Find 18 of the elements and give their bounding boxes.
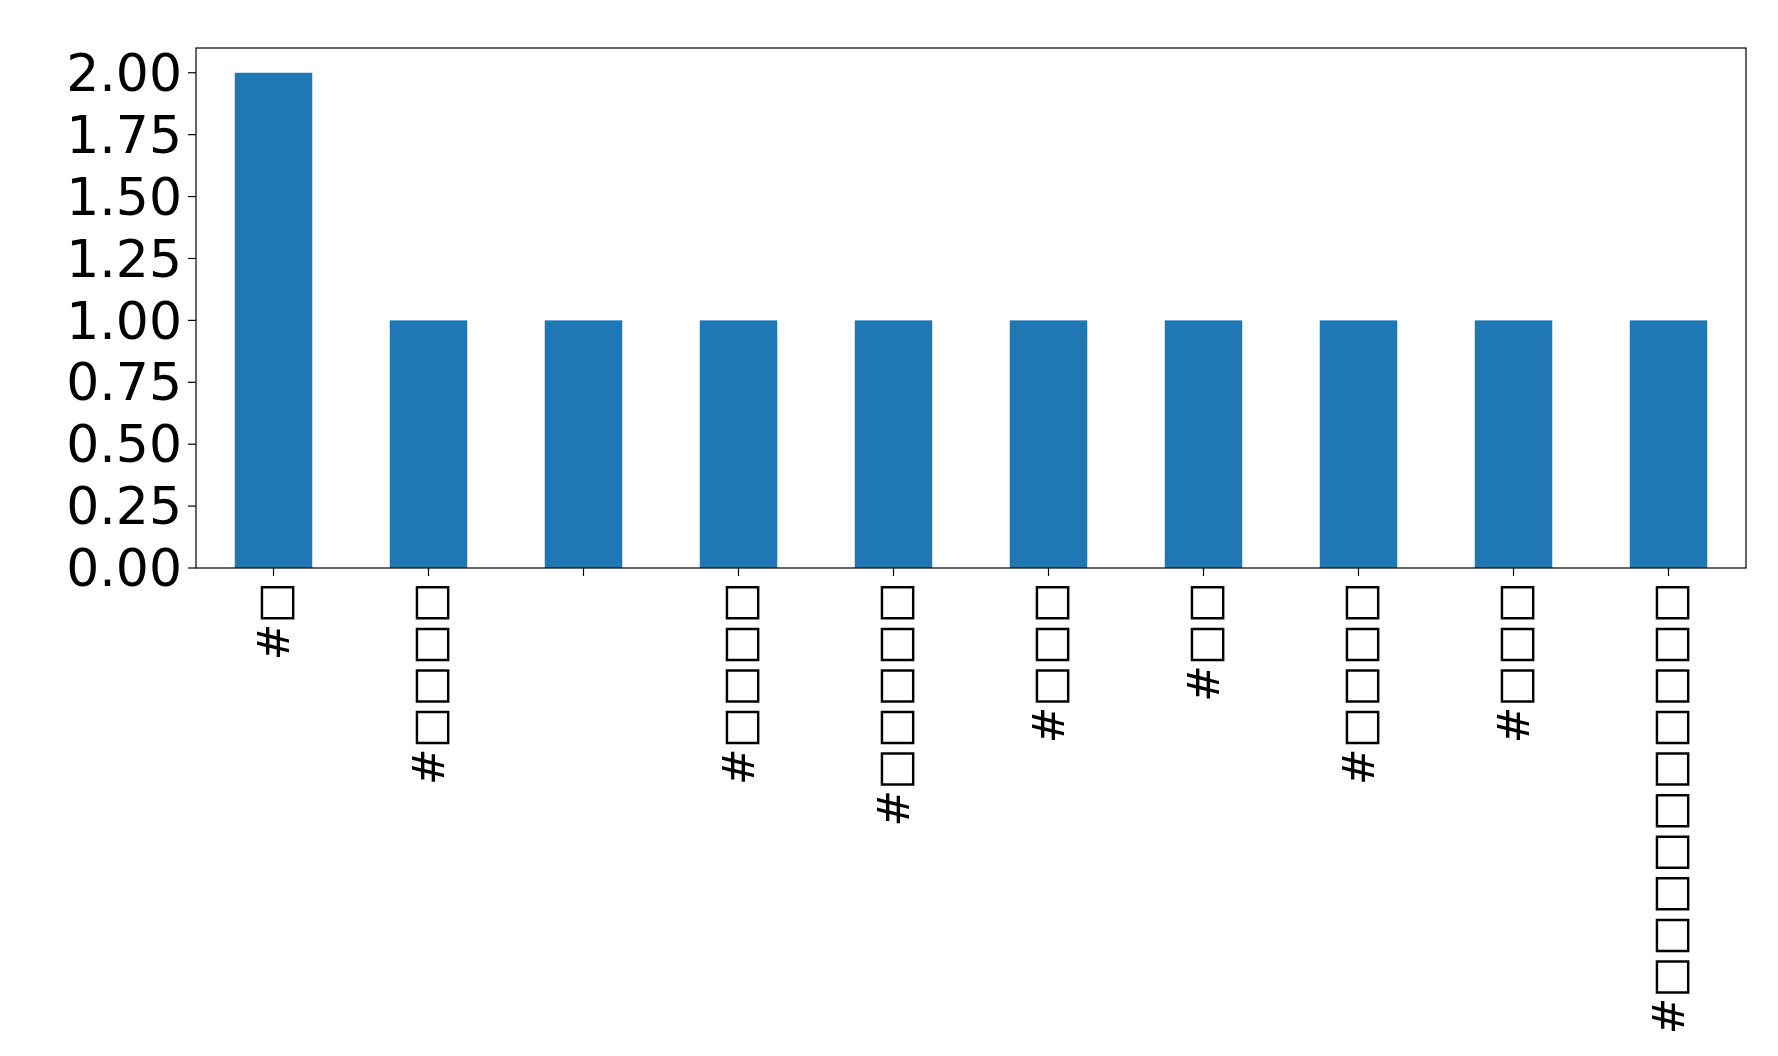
x-tick-label: #□□ — [1177, 582, 1229, 703]
x-tick-label: #□□□□□□□□□□ — [1642, 582, 1694, 1035]
y-tick-label: 1.25 — [66, 228, 182, 289]
y-tick-label: 0.25 — [66, 476, 182, 537]
x-tick-label: #□ — [247, 582, 299, 661]
x-tick-label: #□□□□ — [402, 582, 454, 786]
y-tick-label: 1.75 — [66, 104, 182, 165]
x-tick-label: #□□□ — [1022, 582, 1074, 744]
y-tick-label: 1.50 — [66, 166, 182, 227]
y-tick-label: 2.00 — [66, 42, 182, 103]
y-tick-label: 0.50 — [66, 414, 182, 475]
x-tick-label: #□□□□ — [712, 582, 764, 786]
y-tick-label: 0.75 — [66, 352, 182, 413]
y-tick-label: 0.00 — [66, 538, 182, 599]
y-tick-label: 1.00 — [66, 290, 182, 351]
x-tick-label: #□□□ — [1487, 582, 1539, 744]
x-tick-label: #□□□□□ — [867, 582, 919, 827]
x-tick-label: #□□□□ — [1332, 582, 1384, 786]
